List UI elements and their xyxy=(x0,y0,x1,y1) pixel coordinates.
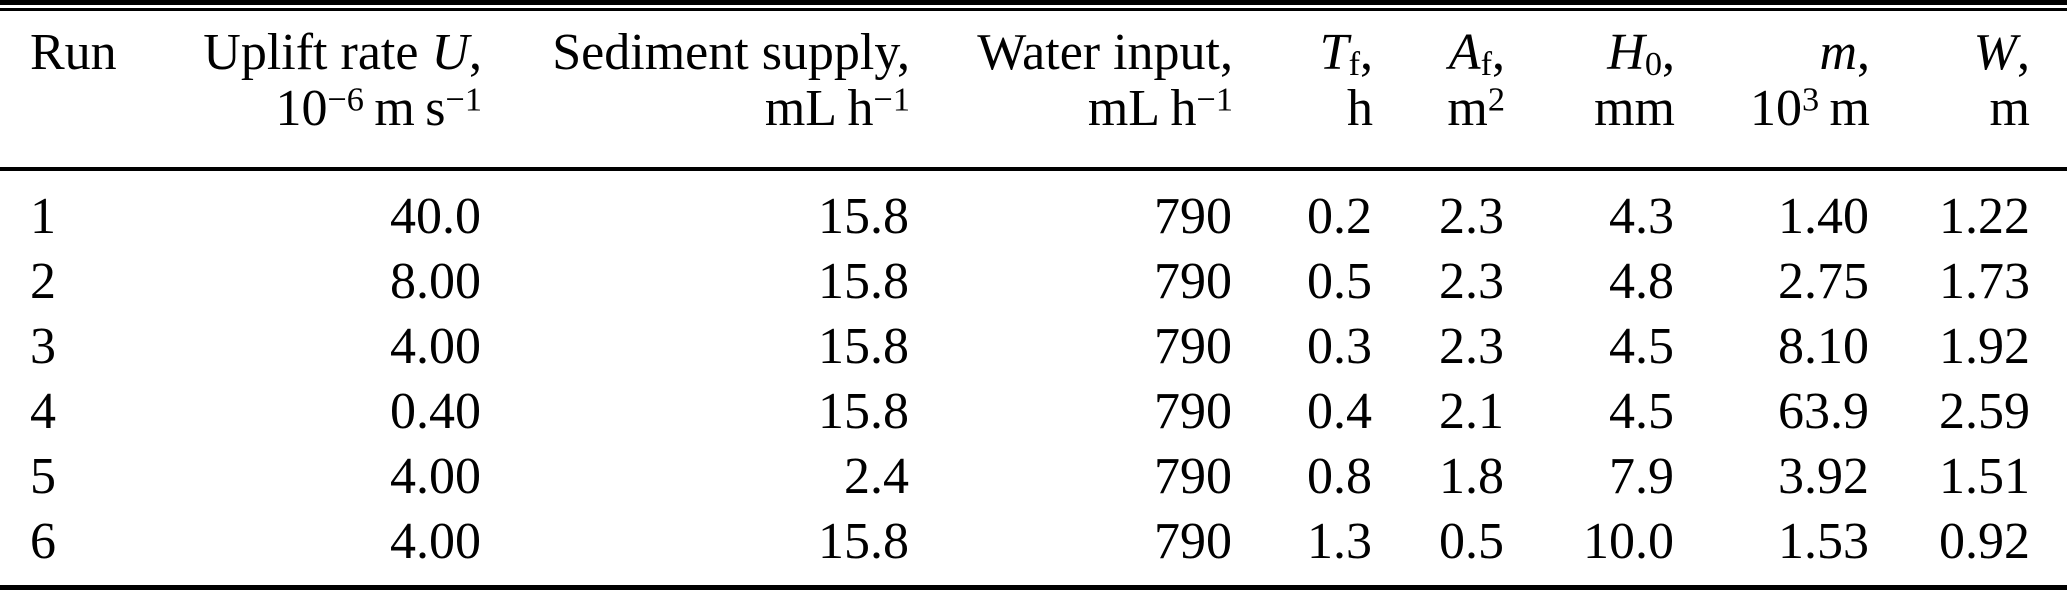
value-cell: 15.8 xyxy=(818,383,909,440)
column-header-unit: mm xyxy=(1594,80,1675,137)
value-cell: 40.0 xyxy=(390,188,481,245)
value-cell: 1.22 xyxy=(1939,188,2030,245)
value-cell: 1.92 xyxy=(1939,318,2030,375)
value-cell: 1.40 xyxy=(1778,188,1869,245)
column-header-title: m, xyxy=(1819,24,1870,81)
value-cell: 4.00 xyxy=(390,448,481,505)
value-cell: 4.00 xyxy=(390,318,481,375)
column-header-unit: m2 xyxy=(1447,80,1505,137)
run-number-cell: 5 xyxy=(30,448,56,505)
value-cell: 15.8 xyxy=(482,509,910,590)
column-header-title: Run xyxy=(30,24,117,81)
column-header-title: H0, xyxy=(1607,24,1675,84)
value-cell: 3.92 xyxy=(1778,448,1869,505)
table-header: Run Uplift rate U, 10−6 m s−1 Sediment supp… xyxy=(0,11,2067,171)
value-cell: 0.5 xyxy=(1373,509,1505,590)
value-cell: 2.3 xyxy=(1439,188,1504,245)
table-row: 6 4.00 15.8 790 1.3 0.5 10.0 1.53 0.92 xyxy=(0,509,2067,590)
column-header-t-f: Tf, h xyxy=(1233,11,1373,171)
value-cell: 790 xyxy=(1154,253,1232,310)
column-header-w: W, m xyxy=(1870,11,2067,171)
value-cell: 1.53 xyxy=(1675,509,1870,590)
value-cell: 2.4 xyxy=(844,448,909,505)
column-header-title: W, xyxy=(1973,24,2030,81)
value-cell: 4.5 xyxy=(1609,318,1674,375)
value-cell: 15.8 xyxy=(818,253,909,310)
column-header-title: Tf, xyxy=(1319,24,1373,84)
column-header-run: Run xyxy=(0,11,140,171)
value-cell: 0.92 xyxy=(1870,509,2067,590)
value-cell: 10.0 xyxy=(1505,509,1675,590)
column-header-h-0: H0, mm xyxy=(1505,11,1675,171)
column-header-title: Sediment supply, xyxy=(552,24,910,81)
run-number-cell: 1 xyxy=(30,188,56,245)
value-cell: 790 xyxy=(1154,188,1232,245)
value-cell: 790 xyxy=(1154,448,1232,505)
value-cell: 15.8 xyxy=(818,318,909,375)
value-cell: 790 xyxy=(1154,318,1232,375)
table-row: 3 4.00 15.8 790 0.3 2.3 4.5 8.10 1.92 xyxy=(0,314,2067,379)
column-header-unit: 10−6 m s−1 xyxy=(275,80,482,137)
value-cell: 2.75 xyxy=(1778,253,1869,310)
column-header-unit: 103 m xyxy=(1749,80,1870,137)
value-cell: 790 xyxy=(1154,383,1232,440)
value-cell: 4.5 xyxy=(1609,383,1674,440)
column-header-unit: h xyxy=(1347,80,1373,137)
value-cell: 63.9 xyxy=(1778,383,1869,440)
value-cell: 2.1 xyxy=(1439,383,1504,440)
value-cell: 790 xyxy=(910,509,1233,590)
value-cell: 0.2 xyxy=(1307,188,1372,245)
value-cell: 7.9 xyxy=(1609,448,1674,505)
column-header-title: Water input, xyxy=(977,24,1233,81)
value-cell: 15.8 xyxy=(818,188,909,245)
value-cell: 2.59 xyxy=(1939,383,2030,440)
runs-table: Run Uplift rate U, 10−6 m s−1 Sediment supp… xyxy=(0,11,2067,590)
table-row: 4 0.40 15.8 790 0.4 2.1 4.5 63.9 2.59 xyxy=(0,379,2067,444)
value-cell: 0.8 xyxy=(1307,448,1372,505)
run-number-cell: 4 xyxy=(30,383,56,440)
run-number-cell: 2 xyxy=(30,253,56,310)
value-cell: 2.3 xyxy=(1439,253,1504,310)
value-cell: 1.51 xyxy=(1939,448,2030,505)
column-header-unit: m xyxy=(1989,80,2030,137)
value-cell: 4.00 xyxy=(140,509,482,590)
table-header-row: Run Uplift rate U, 10−6 m s−1 Sediment supp… xyxy=(0,11,2067,171)
table-body: 1 40.0 15.8 790 0.2 2.3 4.3 1.40 1.22 2 8.00 15.8 79… xyxy=(0,169,2067,590)
column-header-uplift-rate: Uplift rate U, 10−6 m s−1 xyxy=(140,11,482,171)
column-header-water-input: Water input, mL h−1 xyxy=(910,11,1233,171)
run-number-cell: 6 xyxy=(0,509,140,590)
value-cell: 0.5 xyxy=(1307,253,1372,310)
value-cell: 1.73 xyxy=(1939,253,2030,310)
column-header-title: Af, xyxy=(1448,24,1505,84)
top-rule-thin xyxy=(0,8,2067,11)
value-cell: 1.3 xyxy=(1233,509,1373,590)
table-row: 5 4.00 2.4 790 0.8 1.8 7.9 3.92 1.51 xyxy=(0,444,2067,509)
column-header-title: Uplift rate U, xyxy=(203,24,482,81)
column-header-unit xyxy=(30,81,140,137)
column-header-a-f: Af, m2 xyxy=(1373,11,1505,171)
table-row: 1 40.0 15.8 790 0.2 2.3 4.3 1.40 1.22 xyxy=(0,169,2067,249)
column-header-unit: mL h−1 xyxy=(1087,80,1233,137)
column-header-sediment-supply: Sediment supply, mL h−1 xyxy=(482,11,910,171)
column-header-m: m, 103 m xyxy=(1675,11,1870,171)
column-header-unit: mL h−1 xyxy=(764,80,910,137)
value-cell: 0.3 xyxy=(1307,318,1372,375)
value-cell: 8.00 xyxy=(390,253,481,310)
value-cell: 0.40 xyxy=(390,383,481,440)
value-cell: 0.4 xyxy=(1307,383,1372,440)
value-cell: 4.8 xyxy=(1609,253,1674,310)
table-row: 2 8.00 15.8 790 0.5 2.3 4.8 2.75 1.73 xyxy=(0,249,2067,314)
value-cell: 8.10 xyxy=(1778,318,1869,375)
value-cell: 4.3 xyxy=(1609,188,1674,245)
value-cell: 1.8 xyxy=(1439,448,1504,505)
value-cell: 2.3 xyxy=(1439,318,1504,375)
top-rule-thick xyxy=(0,0,2067,5)
run-number-cell: 3 xyxy=(30,318,56,375)
